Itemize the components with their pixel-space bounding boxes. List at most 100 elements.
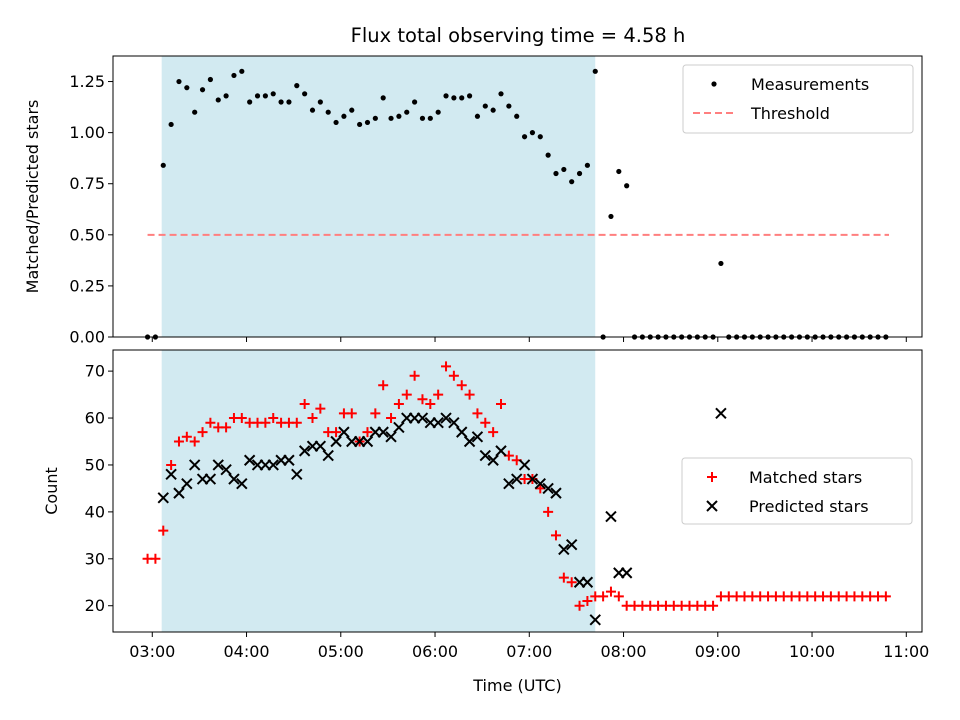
top-panel: 0.00 0.25 0.50 0.75 1.00 1.25 Matched/Predict… xyxy=(23,55,923,347)
measurement-point xyxy=(286,99,292,105)
predicted-star-point xyxy=(463,435,476,448)
matched-star-point xyxy=(150,553,161,564)
measurement-point xyxy=(474,113,481,119)
bottom-panel: 20 30 40 50 60 70 03:00 04:00 05:00 06:00 07:00 08… xyxy=(42,349,929,695)
measurement-point xyxy=(309,107,316,113)
predicted-star-point xyxy=(173,487,185,499)
matched-star-point xyxy=(362,427,373,438)
predicted-star-point xyxy=(165,468,177,481)
top-y-tick-label: 1.00 xyxy=(69,123,105,142)
matched-star-point xyxy=(488,427,499,438)
x-tick-label: 11:00 xyxy=(883,642,929,661)
bottom-y-tick-label: 70 xyxy=(85,362,105,381)
measurement-point xyxy=(192,109,198,115)
predicted-star-point xyxy=(534,478,546,490)
predicted-star-point xyxy=(338,426,350,438)
measurement-point xyxy=(176,78,182,85)
measurement-point xyxy=(199,87,206,93)
measurement-point xyxy=(443,93,449,99)
measurement-point xyxy=(380,95,386,101)
top-axes-frame xyxy=(112,55,923,338)
matched-star-point xyxy=(417,394,428,405)
measurement-point xyxy=(608,213,614,220)
bottom-observing-window xyxy=(161,350,596,632)
predicted-star-point xyxy=(322,449,334,462)
matched-star-point xyxy=(299,398,310,409)
matched-star-point xyxy=(370,408,381,419)
measurement-point xyxy=(333,119,339,126)
measurement-point xyxy=(396,113,402,119)
measurement-point xyxy=(223,93,229,99)
legend-frame xyxy=(681,457,913,525)
measurement-point xyxy=(545,152,551,158)
measurement-point xyxy=(372,115,378,121)
measurement-point xyxy=(215,97,221,103)
bottom-y-axis-label: Count xyxy=(42,467,61,515)
matched-star-point xyxy=(346,408,357,419)
predicted-star-point xyxy=(605,510,617,523)
matched-star-point xyxy=(582,596,593,607)
measurement-point xyxy=(357,121,363,128)
predicted-star-point xyxy=(393,421,405,434)
matched-star-point xyxy=(880,591,891,602)
top-observing-window xyxy=(161,56,596,337)
x-tick-label: 09:00 xyxy=(695,642,741,661)
matched-star-point xyxy=(543,506,554,517)
measurement-point xyxy=(451,95,457,101)
top-legend: Measurements Threshold xyxy=(682,64,914,134)
measurement-point xyxy=(616,168,622,175)
matched-star-point xyxy=(236,413,247,424)
legend-matched-label: Matched stars xyxy=(749,468,862,487)
predicted-star-point xyxy=(204,473,217,485)
matched-star-point xyxy=(189,436,200,447)
measurement-point xyxy=(317,99,323,105)
bottom-y-tick-label: 20 xyxy=(85,596,105,615)
measurement-point xyxy=(624,183,630,189)
matched-star-point xyxy=(291,417,302,428)
matched-star-point xyxy=(173,436,184,447)
predicted-star-point xyxy=(220,463,232,476)
predicted-star-point xyxy=(157,492,169,504)
measurement-point xyxy=(419,115,426,121)
measurement-point xyxy=(231,72,237,79)
predicted-star-point xyxy=(448,417,460,429)
measurement-point xyxy=(529,130,536,136)
measurement-point xyxy=(278,99,284,105)
measurement-point xyxy=(302,91,308,97)
predicted-star-point xyxy=(542,482,554,495)
chart-title: Flux total observing time = 4.58 h xyxy=(351,24,686,47)
x-tick-label: 10:00 xyxy=(789,642,835,661)
predicted-star-point xyxy=(432,417,444,429)
legend-predicted-marker xyxy=(706,500,718,512)
predicted-star-point xyxy=(377,426,389,438)
predicted-star-point xyxy=(503,478,515,490)
x-tick-label: 03:00 xyxy=(129,642,175,661)
predicted-star-point xyxy=(581,576,594,588)
matched-star-point xyxy=(441,361,452,372)
measurement-point xyxy=(466,93,473,99)
bottom-y-tick-label: 30 xyxy=(85,549,105,568)
matched-star-point xyxy=(158,525,169,536)
measurement-point xyxy=(270,91,276,97)
matched-star-point xyxy=(558,572,569,583)
predicted-star-point xyxy=(212,459,224,471)
matched-star-point xyxy=(268,413,279,424)
measurement-point xyxy=(459,95,465,101)
bottom-legend: Matched stars Predicted stars xyxy=(681,457,913,525)
matched-star-point xyxy=(401,389,412,400)
measurement-point xyxy=(514,113,520,119)
predicted-star-point xyxy=(487,454,499,466)
top-y-tick-label: 0.50 xyxy=(69,225,105,244)
top-y-tick-label: 0.75 xyxy=(69,174,105,193)
predicted-star-point xyxy=(181,478,193,490)
matched-star-point xyxy=(197,427,208,438)
top-y-tick-label: 0.00 xyxy=(69,328,105,347)
measurement-point xyxy=(553,170,559,177)
measurement-point xyxy=(592,68,598,74)
matched-star-point xyxy=(456,380,467,391)
predicted-star-point xyxy=(361,435,374,448)
predicted-star-point xyxy=(565,539,578,551)
predicted-star-point xyxy=(267,459,279,471)
measurement-point xyxy=(184,85,190,91)
